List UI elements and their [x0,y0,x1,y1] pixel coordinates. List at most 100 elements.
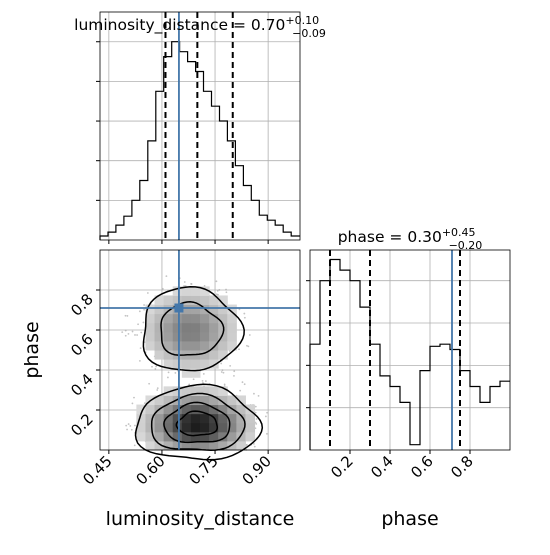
density-cell [190,322,201,333]
density-cell [190,440,201,451]
scatter-point [241,381,244,384]
density-cell [190,395,201,406]
density-cell [154,295,165,306]
density-cell [200,404,210,415]
density-cell [163,331,174,342]
density-cell [200,422,210,433]
title-minus-luminosity-distance: −0.09 [292,27,326,40]
frame-phase [309,249,511,451]
density-cell [200,322,210,333]
density-cell [190,295,201,306]
density-cell [227,331,237,342]
title-median-luminosity-distance: 0.70 [251,16,286,34]
density-cell [163,440,174,451]
density-cell [136,431,146,442]
density-cell [163,422,174,433]
density-cell [190,331,201,342]
scatter-point [225,291,228,294]
scatter-point [215,280,218,283]
scatter-point [202,373,205,375]
density-cell [154,331,165,342]
tick-label-phase-y-1: 0.4 [67,370,97,400]
density-cell [209,440,219,451]
scatter-point [146,292,149,294]
density-cell [209,404,219,415]
marginal-title-luminosity-distance: luminosity_distance = 0.70+0.10 −0.09 [74,14,326,40]
density-cell [200,286,210,296]
scatter-point [156,389,159,391]
scatter-point [201,379,204,382]
scatter-point [125,424,128,427]
density-cell [218,404,228,415]
scatter-point [143,402,146,405]
title-label-luminosity-distance: luminosity_distance [74,16,228,35]
scatter-point [143,308,146,311]
scatter-point [204,380,207,382]
density-cell [227,340,237,351]
scatter-point [127,332,130,335]
density-cell [145,422,156,433]
contour-level-1-mode-0 [150,392,246,451]
scatter-point [254,411,257,414]
density-cell [209,340,219,351]
density-cell [218,331,228,342]
density-cell [200,313,210,324]
title-minus-phase: −0.20 [449,239,483,252]
density-cell [154,431,165,442]
scatter-point [133,444,136,447]
density-cell [163,395,174,406]
scatter-point [252,442,255,445]
density-cell [190,431,201,442]
density-cell [154,422,165,433]
scatter-point [131,402,134,405]
scatter-point [246,344,248,347]
density-cell [218,386,228,396]
density-cell [190,286,201,296]
histogram-luminosity-distance [99,41,300,240]
density-cell [154,350,165,360]
x-axis-label-phase: phase [381,508,438,530]
density-cell [181,431,192,442]
density-cell [154,413,165,424]
scatter-point [220,362,223,365]
scatter-point [239,389,242,392]
scatter-point [192,378,195,381]
title-label-phase: phase [338,228,385,246]
scatter-point [156,387,159,390]
scatter-point [248,334,251,336]
scatter-point [247,345,250,348]
density-cell [190,386,201,396]
density-cell [209,304,219,315]
density-cell [200,331,210,342]
density-cell [209,386,219,396]
scatter-point [136,334,138,336]
scatter-point [151,365,153,368]
density-cell [181,413,192,424]
y-axis-label-phase: phase [21,321,43,378]
density-cell [181,368,192,378]
scatter-point [137,323,139,326]
density-cell [200,295,210,306]
scatter-point [243,312,246,315]
density-cell [163,404,174,415]
tick-label-phase-y-2: 0.6 [67,330,97,360]
density-cell [181,386,192,396]
density-cell [145,322,156,333]
scatter-point [140,331,143,334]
scatter-point [223,383,226,386]
density-cell [227,313,237,324]
scatter-point [127,423,130,425]
density-cell [200,440,210,451]
scatter-point [253,392,255,395]
density-cell [245,431,256,442]
density-cell [163,322,174,333]
title-median-phase: 0.30 [407,228,442,246]
histogram-phase [309,258,510,450]
density-cell [172,340,183,351]
density-cell [154,340,165,351]
density-cell [181,313,192,324]
density-cell [172,313,183,324]
tick-label-luminosity-distance-1: 0.60 [132,452,168,488]
density-cell [172,331,183,342]
contour-level-0-mode-1 [142,286,245,372]
